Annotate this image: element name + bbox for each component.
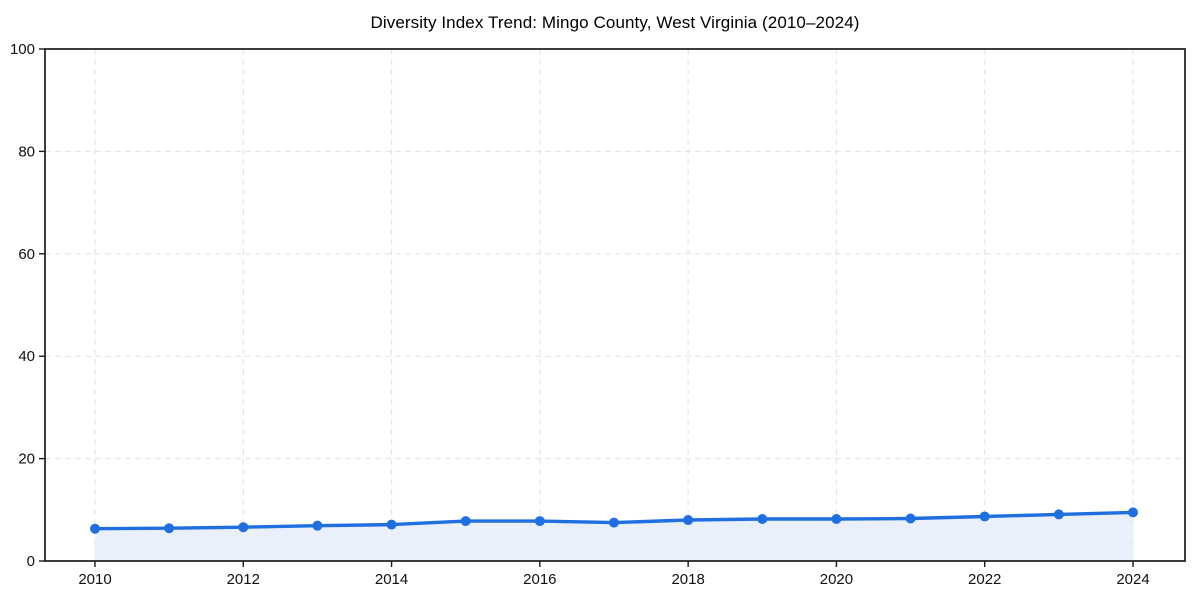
svg-text:80: 80: [18, 143, 35, 160]
svg-text:0: 0: [27, 553, 35, 570]
svg-text:20: 20: [18, 451, 35, 468]
grid-layer: [45, 48, 1185, 561]
svg-text:2022: 2022: [968, 571, 1001, 588]
svg-text:60: 60: [18, 246, 35, 263]
axes-layer: [39, 48, 1186, 567]
svg-text:2018: 2018: [671, 571, 704, 588]
chart-title: Diversity Index Trend: Mingo County, Wes…: [370, 13, 860, 32]
svg-text:100: 100: [10, 41, 35, 58]
svg-text:2014: 2014: [375, 571, 408, 588]
series-layer: [90, 507, 1138, 561]
svg-text:2020: 2020: [820, 571, 853, 588]
tick-label-layer: 2010 2012 2014 2016 2018 2020 2022 2024 0 20 40 60 8…: [10, 41, 1150, 588]
svg-text:2012: 2012: [227, 571, 260, 588]
svg-text:40: 40: [18, 348, 35, 365]
svg-text:2016: 2016: [523, 571, 556, 588]
svg-text:2024: 2024: [1116, 571, 1149, 588]
svg-text:2010: 2010: [78, 571, 111, 588]
